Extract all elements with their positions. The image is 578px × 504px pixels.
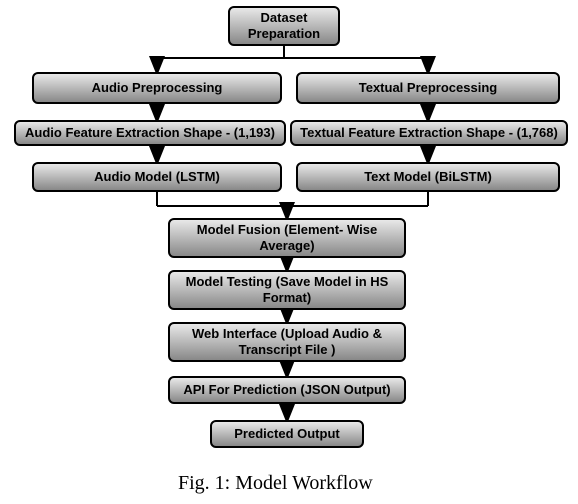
flowchart-node: API For Prediction (JSON Output) (168, 376, 406, 404)
flowchart-node: Textual Preprocessing (296, 72, 560, 104)
flowchart-node: Model Testing (Save Model in HSFormat) (168, 270, 406, 310)
flowchart-node: Model Fusion (Element- WiseAverage) (168, 218, 406, 258)
flowchart-node: Audio Preprocessing (32, 72, 282, 104)
flowchart-node: Text Model (BiLSTM) (296, 162, 560, 192)
flowchart-node: Predicted Output (210, 420, 364, 448)
flowchart-node: Textual Feature Extraction Shape - (1,76… (290, 120, 568, 146)
flowchart-diagram: DatasetPreparation Audio Preprocessing Tex… (0, 0, 578, 460)
flowchart-node: DatasetPreparation (228, 6, 340, 46)
figure-caption: Fig. 1: Model Workflow (178, 472, 373, 495)
flowchart-node: Audio Model (LSTM) (32, 162, 282, 192)
flowchart-node: Audio Feature Extraction Shape - (1,193) (14, 120, 286, 146)
flowchart-node: Web Interface (Upload Audio &Transcript … (168, 322, 406, 362)
